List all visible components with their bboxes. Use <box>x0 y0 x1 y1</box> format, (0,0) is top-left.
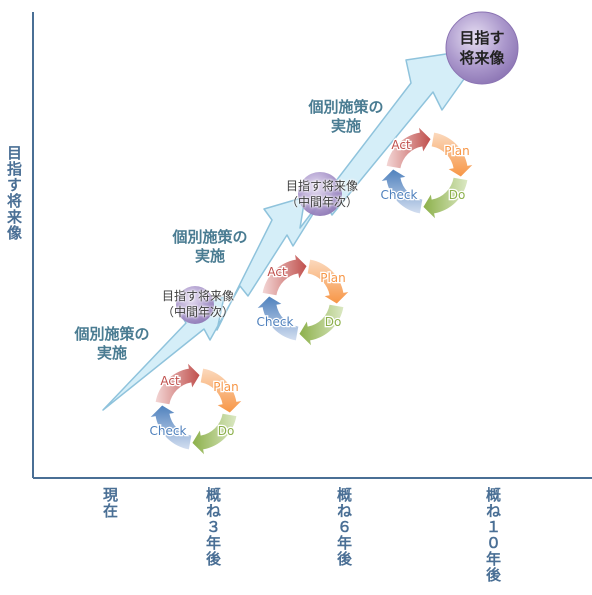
x-tick-3-years: 概ね３年後 <box>204 487 222 567</box>
pdca-cycles: Act Plan Do Check Act Plan Do Check Act Plan Do Che… <box>148 127 473 455</box>
x-tick-10-years: 概ね１０年後 <box>484 487 502 583</box>
pdca-plan-label-2: Plan <box>320 271 346 285</box>
pdca-check-arrow-1 <box>150 405 192 450</box>
y-axis-label: 目指す将来像 <box>5 145 23 241</box>
pdca-plan-arrow-3 <box>431 132 473 177</box>
pdca-act-arrow-1 <box>155 363 200 405</box>
pdca-do-arrow-3 <box>423 177 468 219</box>
pdca-act-arrow-2 <box>262 254 307 296</box>
pdca-do-arrow-2 <box>299 304 344 346</box>
x-tick-current: 現在 <box>101 487 119 519</box>
milestone-label-1: 目指す将来像 （中間年次） <box>161 289 234 319</box>
pdca-plan-arrow-1 <box>200 368 242 413</box>
pdca-act-label-1: Act <box>160 374 180 388</box>
step-label-3: 個別施策の 実施 <box>308 98 384 135</box>
pdca-check-arrow-2 <box>257 296 299 341</box>
milestone-circle-1 <box>176 286 214 324</box>
pdca-do-arrow-1 <box>192 413 237 455</box>
step-label-2: 個別施策の 実施 <box>172 228 248 265</box>
pdca-act-label-3: Act <box>391 138 411 152</box>
milestone-label-2: 目指す将来像 （中間年次） <box>285 179 358 209</box>
pdca-check-arrow-3 <box>381 169 423 214</box>
goal-label: 目指す 将来像 <box>459 29 505 67</box>
pdca-check-label-1: Check <box>150 424 187 438</box>
pdca-plan-label-1: Plan <box>213 380 239 394</box>
pdca-check-label-2: Check <box>257 315 294 329</box>
goal-circle <box>445 11 519 85</box>
milestone-circle-2 <box>298 172 342 216</box>
x-tick-6-years: 概ね６年後 <box>335 487 353 567</box>
step-label-1: 個別施策の 実施 <box>74 325 150 362</box>
pdca-do-label-2: Do <box>325 315 342 329</box>
pdca-plan-label-3: Plan <box>444 144 470 158</box>
pdca-do-label-1: Do <box>218 424 235 438</box>
pdca-do-label-3: Do <box>449 188 466 202</box>
pdca-act-arrow-3 <box>386 127 431 169</box>
pdca-check-label-3: Check <box>381 188 418 202</box>
pdca-plan-arrow-2 <box>307 259 349 304</box>
pdca-act-label-2: Act <box>267 265 287 279</box>
